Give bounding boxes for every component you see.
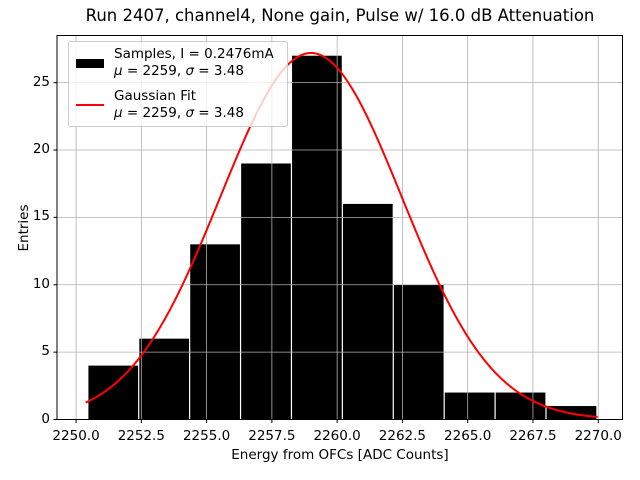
histogram-bar — [495, 392, 546, 420]
legend: Samples, I = 0.2476mA μ = 2259, σ = 3.48… — [68, 41, 288, 127]
x-tick-label: 2262.5 — [378, 427, 427, 444]
x-tick-label: 2257.5 — [248, 427, 296, 444]
y-tick-label: 15 — [32, 208, 50, 225]
legend-gaussian-fit-text: Gaussian Fit μ = 2259, σ = 3.48 — [114, 88, 244, 122]
chart-title: Run 2407, channel4, None gain, Pulse w/ … — [85, 6, 595, 25]
legend-gaussian-fit-label: Gaussian Fit — [114, 88, 197, 104]
legend-samples-text: Samples, I = 0.2476mA μ = 2259, σ = 3.48 — [114, 46, 274, 80]
x-tick-label: 2270.0 — [574, 427, 622, 444]
gaussian-fit-swatch-icon — [76, 104, 104, 106]
x-tick-label: 2252.5 — [117, 427, 165, 444]
histogram-bar — [190, 244, 240, 420]
y-tick-label: 5 — [41, 343, 50, 360]
gaussian-fit-curve — [85, 52, 598, 418]
y-tick-label: 10 — [32, 275, 50, 292]
y-tick-label: 0 — [41, 410, 50, 427]
x-tick-label: 2265.0 — [444, 427, 492, 444]
x-axis-label: Energy from OFCs [ADC Counts] — [231, 447, 449, 463]
histogram-bar — [241, 163, 291, 420]
legend-entry-gaussian-fit: Gaussian Fit μ = 2259, σ = 3.48 — [76, 88, 281, 122]
legend-entry-samples: Samples, I = 0.2476mA μ = 2259, σ = 3.48 — [76, 46, 281, 80]
axes-spines — [56, 35, 623, 420]
histogram-bar — [342, 203, 393, 420]
histogram-bar — [292, 55, 342, 420]
samples-swatch-icon — [76, 58, 104, 68]
histogram-bar — [88, 365, 139, 420]
x-tick-label: 2255.0 — [182, 427, 231, 444]
x-tick-label: 2267.5 — [509, 427, 557, 444]
x-tick-label: 2250.0 — [52, 427, 100, 444]
legend-samples-stats: μ = 2259, σ = 3.48 — [114, 63, 244, 79]
x-tick-label: 2260.0 — [313, 427, 361, 444]
y-tick-label: 20 — [32, 141, 50, 158]
legend-gaussian-fit-stats: μ = 2259, σ = 3.48 — [114, 105, 244, 121]
histogram-bar — [139, 338, 190, 420]
legend-samples-label: Samples, I = 0.2476mA — [114, 46, 274, 62]
histogram-bar — [444, 392, 495, 420]
y-tick-label: 25 — [32, 73, 50, 90]
